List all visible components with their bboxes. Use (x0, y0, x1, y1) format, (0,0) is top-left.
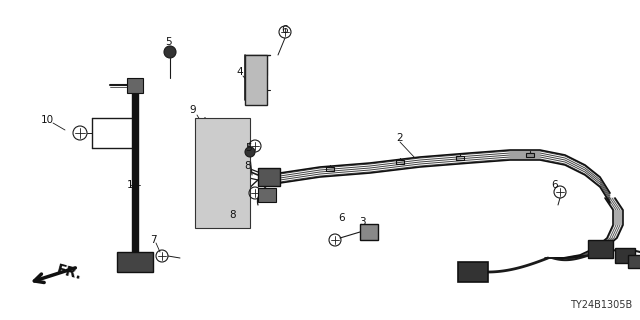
Bar (195, 118, 250, 228)
Bar (615, 248, 635, 263)
Text: 10: 10 (40, 115, 54, 125)
Bar (360, 224, 378, 240)
Text: 1: 1 (127, 180, 133, 190)
Text: TY24B1305B: TY24B1305B (570, 300, 632, 310)
Bar (458, 262, 488, 282)
Text: 4: 4 (237, 67, 243, 77)
Circle shape (164, 46, 176, 58)
Text: FR.: FR. (55, 262, 83, 282)
Text: 9: 9 (189, 105, 196, 115)
Text: 8: 8 (244, 161, 252, 171)
Text: 6: 6 (339, 213, 346, 223)
Bar (258, 188, 276, 202)
Bar (117, 252, 153, 272)
Text: 7: 7 (150, 235, 156, 245)
Circle shape (245, 147, 255, 157)
Bar (132, 85, 138, 255)
Text: 3: 3 (358, 217, 365, 227)
Bar (588, 240, 613, 258)
Bar (526, 153, 534, 157)
Text: 5: 5 (164, 37, 172, 47)
Bar (628, 255, 640, 268)
Bar (456, 156, 464, 160)
Text: 5: 5 (244, 143, 252, 153)
Bar (127, 78, 143, 93)
Text: 6: 6 (282, 25, 288, 35)
Bar (326, 167, 334, 171)
Bar (245, 55, 267, 105)
Bar (396, 160, 404, 164)
Text: 6: 6 (552, 180, 558, 190)
Bar (258, 168, 280, 186)
Text: 8: 8 (230, 210, 236, 220)
Text: 2: 2 (397, 133, 403, 143)
